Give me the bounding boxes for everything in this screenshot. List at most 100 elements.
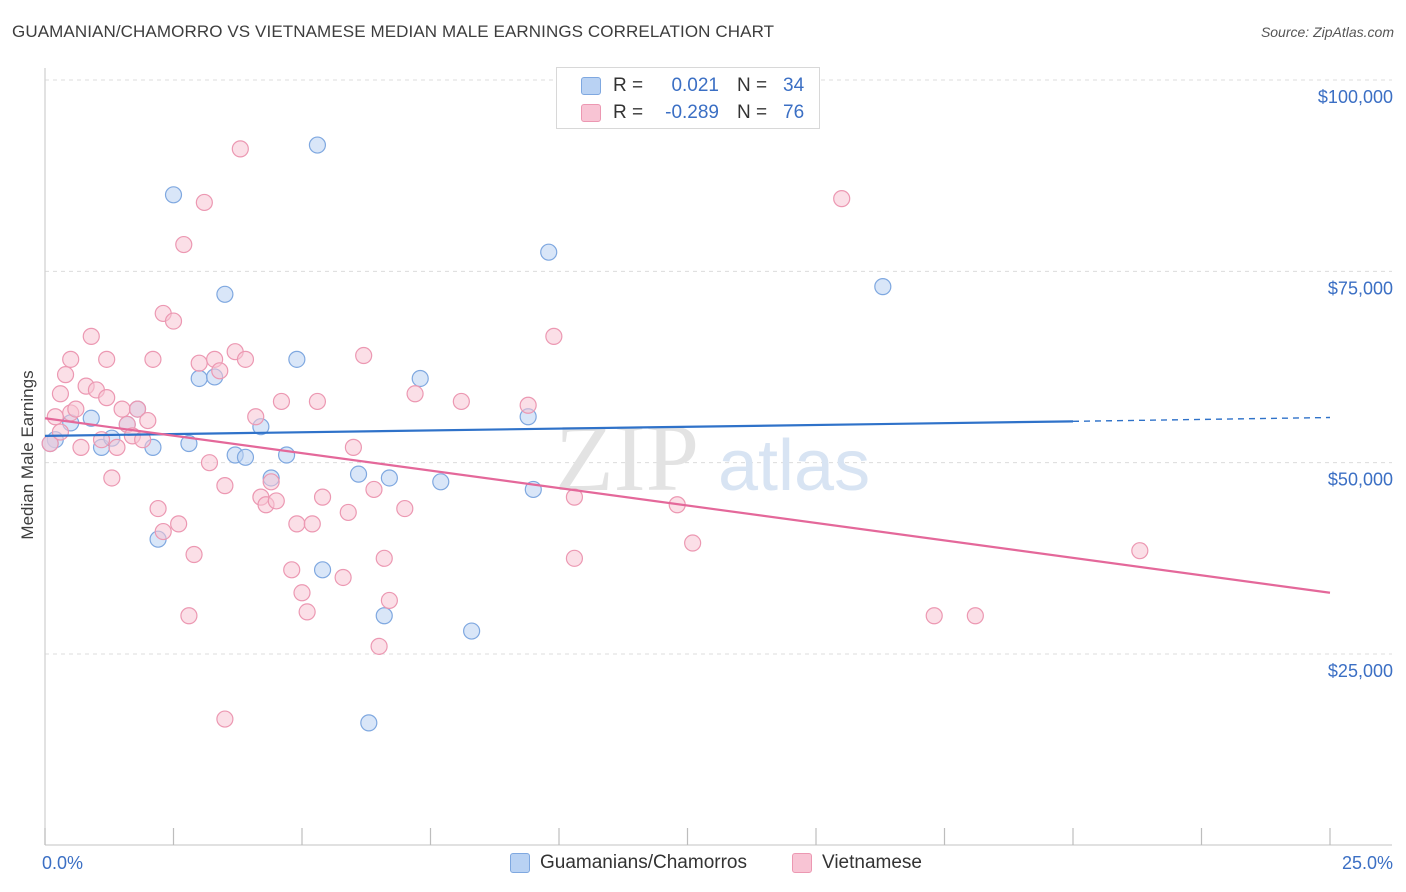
vietnamese-point — [262, 473, 280, 491]
vietnamese-point — [170, 515, 188, 533]
guamanian-point — [190, 369, 208, 388]
vietnamese-point — [175, 235, 193, 254]
vietnamese-point — [313, 488, 332, 506]
vietnamese-point — [406, 385, 424, 403]
vietnamese-point — [1131, 542, 1149, 560]
guamanian-point — [432, 473, 450, 491]
guamanian-trendline-extension — [1072, 416, 1331, 423]
vietnamese-point — [190, 354, 208, 372]
vietnamese-point — [56, 366, 75, 384]
vietnamese-point — [452, 392, 470, 411]
vietnamese-trendline — [44, 417, 1331, 594]
vietnamese-point — [216, 477, 234, 495]
vietnamese-point — [154, 522, 172, 541]
y-tick-label: $75,000 — [1328, 278, 1393, 298]
vietnamese-point — [67, 400, 85, 418]
vietnamese-point — [236, 350, 255, 368]
trendlines — [44, 416, 1331, 594]
legend-item-vietnamese[interactable]: Vietnamese — [792, 852, 922, 874]
chart-title: GUAMANIAN/CHAMORRO VS VIETNAMESE MEDIAN … — [12, 22, 775, 41]
y-tick-label: $100,000 — [1318, 87, 1393, 107]
legend-swatch-pink — [581, 104, 601, 122]
vietnamese-point — [98, 389, 116, 407]
guamanian-point — [308, 136, 327, 154]
guamanian-point — [349, 465, 368, 483]
vietnamese-point — [82, 327, 100, 345]
vietnamese-point — [519, 396, 537, 414]
vietnamese-point — [334, 568, 352, 587]
vietnamese-point — [103, 469, 121, 487]
vietnamese-point — [565, 549, 584, 567]
vietnamese-point — [303, 515, 321, 533]
guamanian-point — [375, 607, 393, 625]
vietnamese-point — [344, 438, 362, 456]
legend-n-value: 34 — [783, 75, 805, 96]
vietnamese-point — [216, 710, 234, 728]
vietnamese-point — [113, 400, 131, 418]
legend-label-vietnamese: Vietnamese — [822, 852, 922, 873]
guamanian-point — [180, 434, 198, 453]
legend-item-guamanians[interactable]: Guamanians/Chamorros — [510, 852, 747, 874]
guamanian-point — [411, 369, 429, 388]
guamanian-point — [540, 243, 558, 261]
vietnamese-point — [298, 603, 316, 621]
legend-row-vietnamese: R = -0.289 N = 76 — [581, 101, 804, 125]
legend-row-guamanian: R = 0.021 N = 34 — [581, 74, 804, 98]
vietnamese-point — [185, 545, 203, 564]
vietnamese-point — [51, 385, 70, 403]
vietnamese-point — [247, 408, 265, 426]
x-tick-label: 0.0% — [42, 853, 83, 873]
vietnamese-point — [164, 312, 183, 330]
vietnamese-point — [370, 637, 388, 655]
vietnamese-point — [833, 190, 851, 208]
vietnamese-point — [267, 492, 285, 510]
vietnamese-point — [293, 584, 311, 602]
vietnamese-point — [288, 515, 306, 533]
vietnamese-point — [380, 591, 398, 610]
legend-n-value: 76 — [783, 102, 805, 123]
vietnamese-point — [545, 327, 563, 345]
legend-r-label: R = — [613, 102, 644, 123]
vietnamese-point — [966, 607, 984, 625]
vietnamese-point — [98, 350, 116, 368]
legend-swatch-blue — [581, 77, 601, 95]
vietnamese-point — [396, 499, 414, 518]
guamanian-point — [874, 278, 892, 296]
vietnamese-point — [365, 480, 383, 499]
vietnamese-point — [283, 561, 301, 579]
vietnamese-point — [308, 392, 327, 411]
vietnamese-point — [211, 362, 229, 380]
guamanian-point — [236, 448, 255, 466]
y-tick-label: $50,000 — [1328, 470, 1393, 490]
legend-n-label: N = — [737, 102, 768, 123]
legend-r-label: R = — [613, 75, 644, 96]
vietnamese-point — [355, 346, 373, 365]
guamanian-point — [82, 409, 100, 427]
series-legend: Guamanians/Chamorros Vietnamese — [0, 852, 1406, 878]
vietnamese-point — [684, 534, 702, 552]
watermark: ZIP atlas — [555, 404, 870, 511]
guamanian-point — [463, 622, 481, 640]
guamanian-point — [313, 561, 332, 579]
guamanian-point — [216, 285, 234, 303]
vietnamese-point — [149, 499, 167, 518]
source-credit: Source: ZipAtlas.com — [1260, 24, 1394, 40]
vietnamese-point — [272, 392, 291, 411]
vietnamese-point — [72, 438, 90, 456]
watermark-atlas: atlas — [718, 426, 870, 506]
vietnamese-point — [128, 400, 147, 418]
vietnamese-point — [925, 607, 943, 625]
guamanian-trendline — [44, 420, 1074, 437]
points — [41, 136, 1149, 732]
vietnamese-point — [180, 607, 198, 625]
vietnamese-point — [375, 549, 393, 567]
x-tick-label: 25.0% — [1342, 853, 1393, 873]
vietnamese-point — [51, 423, 70, 441]
correlation-legend: R = 0.021 N = 34 R = -0.289 N = 76 — [556, 67, 820, 129]
vietnamese-point — [144, 350, 162, 368]
vietnamese-point — [62, 350, 80, 368]
guamanian-point — [380, 469, 398, 487]
legend-label-guamanians: Guamanians/Chamorros — [540, 852, 747, 873]
vietnamese-point — [339, 503, 357, 522]
